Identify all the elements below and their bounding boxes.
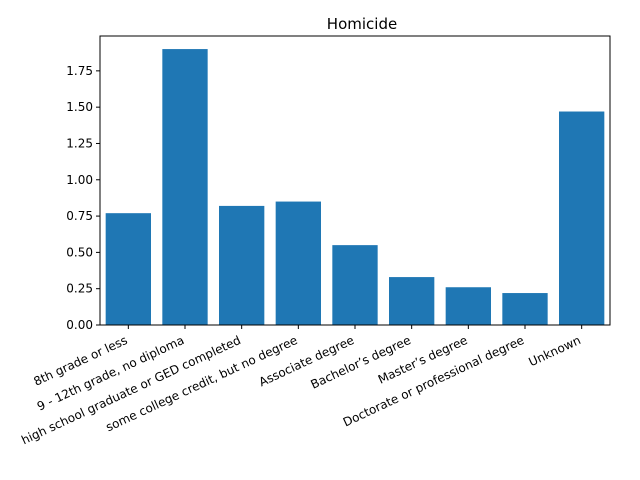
bars-group [105, 49, 605, 326]
y-tick-label: 1.50 [66, 100, 93, 114]
x-tick-label: high school graduate or GED completed [19, 333, 243, 447]
y-axis: 0.00 0.25 0.50 0.75 1.00 1.25 1.50 1.75 [66, 64, 100, 332]
bar [559, 111, 605, 326]
y-tick-label: 1.00 [66, 173, 93, 187]
bar [445, 287, 491, 325]
y-tick-label: 1.25 [66, 136, 93, 150]
chart-title: Homicide [327, 15, 397, 33]
bar [275, 201, 321, 325]
bar [105, 213, 151, 325]
bar [332, 245, 378, 325]
y-tick-label: 0.75 [66, 209, 93, 223]
y-tick-label: 0.00 [66, 318, 93, 332]
x-tick-label: Associate degree [257, 333, 357, 389]
bar [389, 277, 435, 325]
bar [219, 205, 265, 325]
bar [162, 49, 208, 325]
plot-frame [99, 35, 611, 326]
y-tick-label: 0.50 [66, 245, 93, 259]
y-tick-label: 0.25 [66, 282, 93, 296]
bar [502, 293, 548, 325]
x-tick-label: Unknown [527, 333, 583, 369]
x-tick-label: Bachelor’s degree [308, 333, 412, 392]
y-tick-label: 1.75 [66, 64, 93, 78]
